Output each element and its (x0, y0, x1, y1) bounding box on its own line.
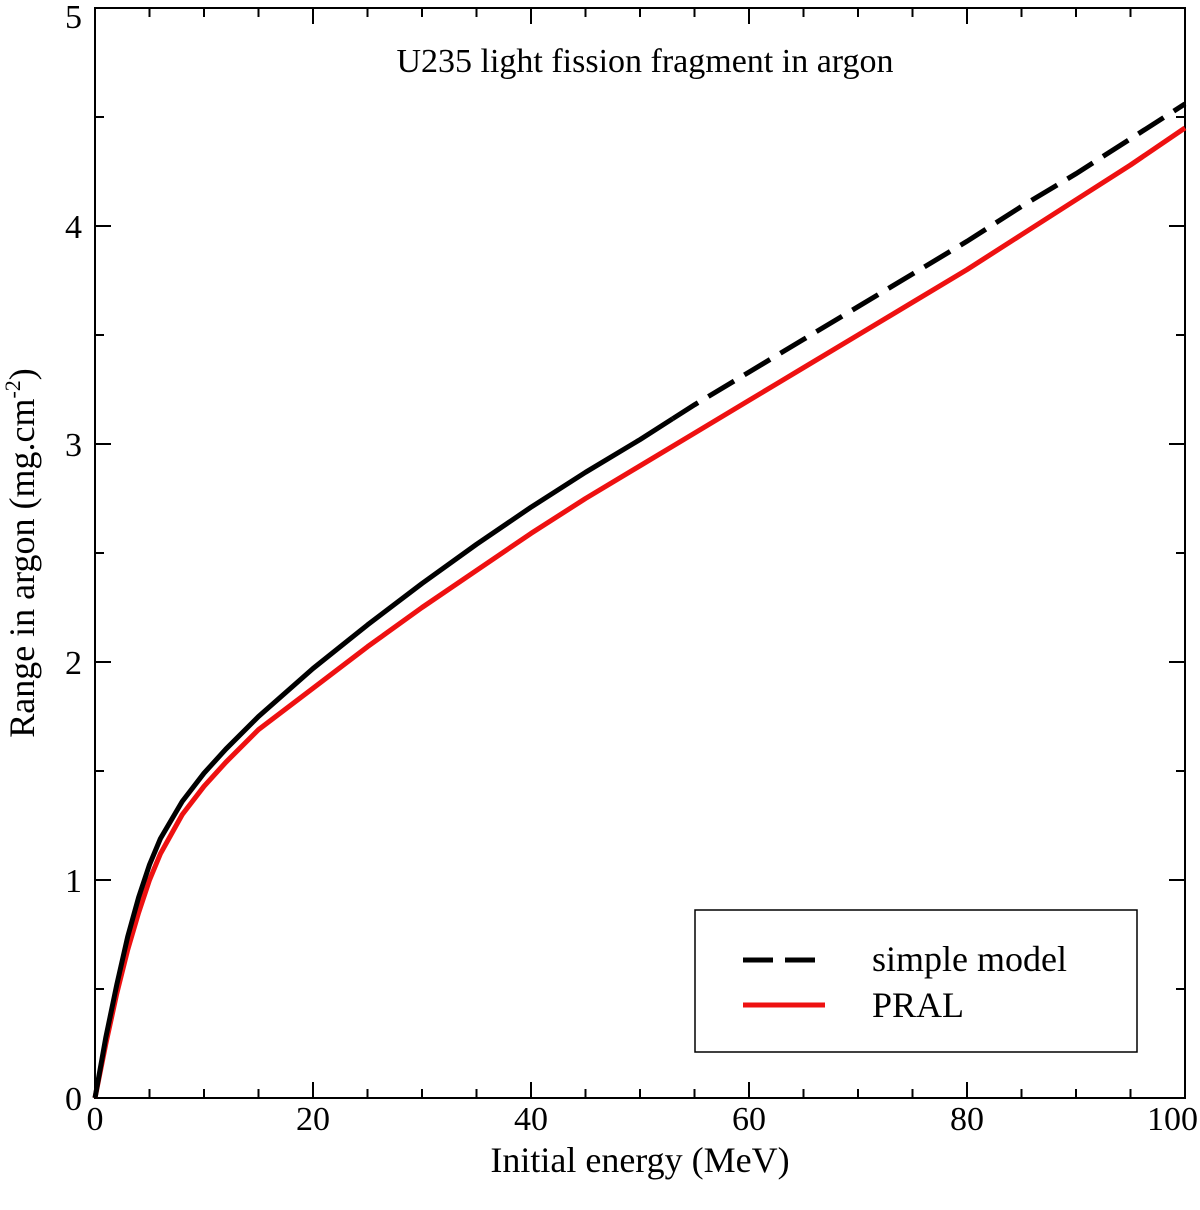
legend: simple model PRAL (694, 909, 1138, 1053)
series-line-pral (92, 125, 1187, 1099)
y-tick-label: 4 (65, 209, 82, 246)
y-tick-label: 1 (65, 863, 82, 900)
x-tick-label: 20 (296, 1101, 330, 1138)
y-tick-label: 3 (65, 427, 82, 464)
y-tick-label: 0 (65, 1081, 82, 1118)
x-tick-label: 80 (950, 1101, 984, 1138)
x-tick-label: 60 (732, 1101, 766, 1138)
x-tick-label: 100 (1147, 1101, 1198, 1138)
series-lines (92, 101, 1187, 1099)
y-axis-label: Range in argon (mg.cm-2) (0, 368, 42, 738)
x-tick-label: 0 (87, 1101, 104, 1138)
series-line-simple-model-solid (92, 416, 675, 1099)
legend-label-pral: PRAL (872, 985, 964, 1025)
y-axis-label-end: ) (2, 368, 42, 380)
y-tick-label: 2 (65, 645, 82, 682)
chart-title: U235 light fission fragment in argon (396, 43, 893, 80)
x-tick-label: 40 (514, 1101, 548, 1138)
legend-box (694, 909, 1138, 1053)
y-tick-label: 5 (65, 0, 82, 36)
legend-label-simple-model: simple model (872, 939, 1067, 979)
series-line-simple-model-dashed (671, 101, 1187, 421)
tick-labels: 0 20 40 60 80 100 0 1 2 3 4 5 (65, 0, 1198, 1138)
y-axis-label-sup: -2 (0, 380, 25, 398)
y-axis-label-main: Range in argon (mg.cm (2, 399, 42, 738)
x-axis-label: Initial energy (MeV) (490, 1140, 789, 1180)
